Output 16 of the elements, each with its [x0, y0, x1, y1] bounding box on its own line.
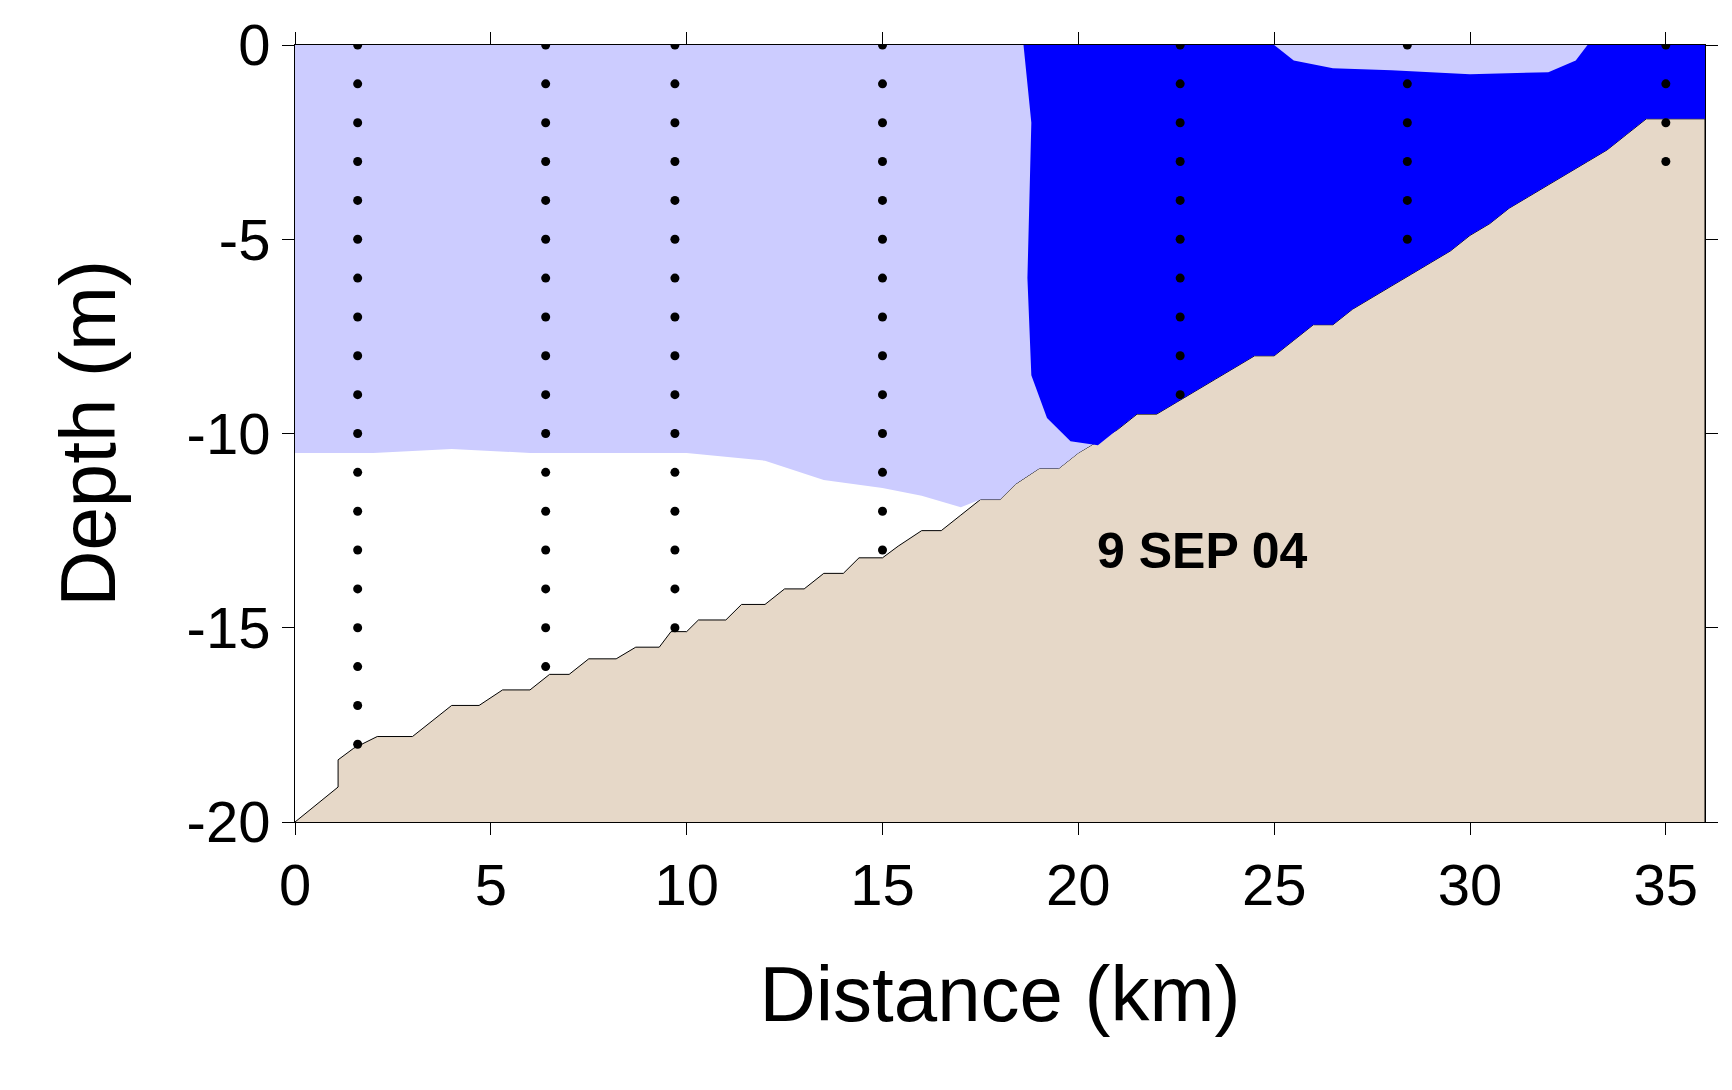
x-tick-label: 20: [1046, 851, 1111, 917]
y-tick-label: 0: [238, 12, 271, 78]
x-tick-label: 10: [654, 851, 719, 917]
x-tick-label: 15: [850, 851, 915, 917]
y-axis-title: Depth (m): [43, 260, 132, 607]
x-tick-label: 5: [474, 851, 507, 917]
x-axis-title: Distance (km): [759, 949, 1241, 1038]
x-tick-label: 0: [278, 851, 312, 917]
x-tick-label: 35: [1633, 851, 1699, 917]
y-tick-label: -20: [186, 789, 271, 855]
x-tick-label: 25: [1241, 851, 1307, 917]
y-tick-label: -5: [218, 206, 271, 272]
y-tick-label: -10: [186, 400, 271, 466]
x-tick-label: 30: [1437, 851, 1503, 917]
annotation: 9 SEP 04: [1097, 523, 1308, 579]
y-tick-label: -15: [186, 595, 271, 661]
